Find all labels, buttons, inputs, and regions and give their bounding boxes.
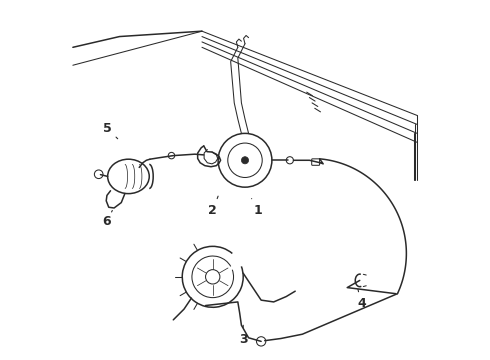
Text: 5: 5 <box>102 122 118 139</box>
Circle shape <box>242 157 248 164</box>
Text: 6: 6 <box>102 211 112 228</box>
Text: 1: 1 <box>252 199 262 217</box>
Text: 2: 2 <box>208 196 218 217</box>
Text: 4: 4 <box>357 289 366 310</box>
Text: 3: 3 <box>239 325 247 346</box>
